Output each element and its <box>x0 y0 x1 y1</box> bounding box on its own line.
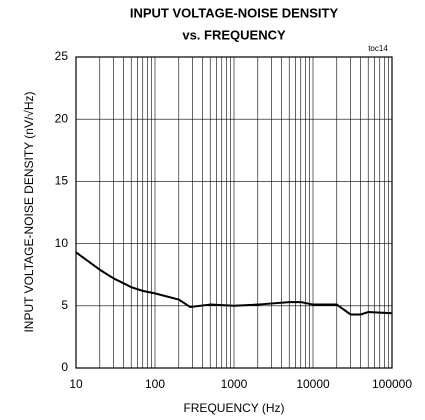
x-tick-label: 100 <box>145 377 165 391</box>
y-tick-label: 10 <box>55 236 69 250</box>
y-tick-label: 0 <box>61 360 68 374</box>
x-tick-label: 1000 <box>221 377 248 391</box>
annotation: toc14 <box>368 44 388 53</box>
x-tick-label: 10 <box>69 377 83 391</box>
y-tick-label: 25 <box>55 49 69 63</box>
y-tick-label: 5 <box>61 298 68 312</box>
x-tick-label: 10000 <box>296 377 330 391</box>
x-tick-label: 100000 <box>372 377 412 391</box>
noise-curve <box>75 251 393 316</box>
y-tick-label: 15 <box>55 174 69 188</box>
chart-title: vs. FREQUENCY <box>182 27 286 42</box>
x-axis-label: FREQUENCY (Hz) <box>183 401 284 415</box>
y-axis-label: INPUT VOLTAGE-NOISE DENSITY (nV/√Hz) <box>22 91 36 332</box>
y-tick-label: 20 <box>55 111 69 125</box>
chart-title: INPUT VOLTAGE-NOISE DENSITY <box>130 5 339 20</box>
